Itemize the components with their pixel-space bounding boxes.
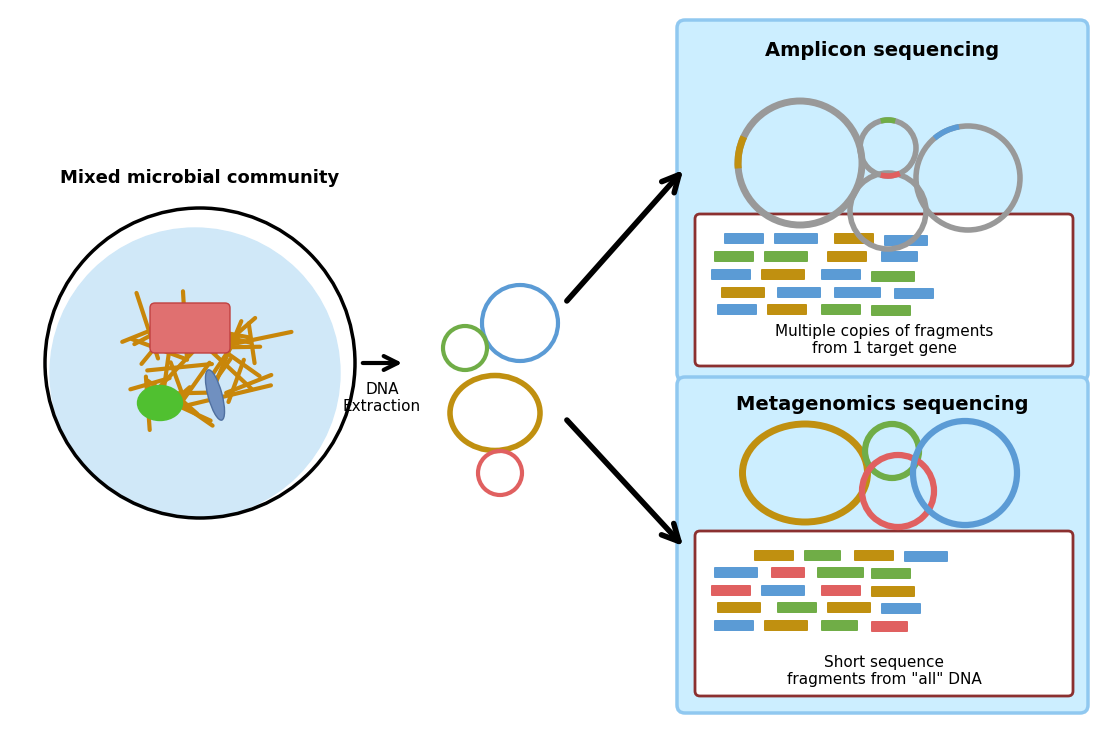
FancyBboxPatch shape [777,287,821,298]
FancyBboxPatch shape [804,550,842,561]
FancyBboxPatch shape [834,287,881,298]
FancyBboxPatch shape [761,269,805,280]
Text: Amplicon sequencing: Amplicon sequencing [764,42,999,61]
Ellipse shape [206,370,224,420]
FancyBboxPatch shape [871,586,915,597]
FancyBboxPatch shape [695,531,1072,696]
FancyBboxPatch shape [714,567,758,578]
Text: DNA
Extraction: DNA Extraction [343,382,421,414]
FancyBboxPatch shape [761,585,805,596]
FancyBboxPatch shape [767,304,807,315]
FancyBboxPatch shape [717,304,757,315]
FancyBboxPatch shape [771,567,805,578]
FancyBboxPatch shape [817,567,864,578]
FancyBboxPatch shape [724,233,764,244]
Text: Metagenomics sequencing: Metagenomics sequencing [736,396,1028,414]
FancyBboxPatch shape [821,620,858,631]
FancyBboxPatch shape [695,214,1072,366]
FancyBboxPatch shape [714,620,754,631]
FancyBboxPatch shape [894,288,934,299]
Text: Mixed microbial community: Mixed microbial community [60,169,340,187]
FancyBboxPatch shape [881,603,921,614]
FancyBboxPatch shape [764,251,808,262]
FancyBboxPatch shape [676,377,1088,713]
FancyBboxPatch shape [764,620,808,631]
FancyBboxPatch shape [714,251,754,262]
Text: Short sequence
fragments from "all" DNA: Short sequence fragments from "all" DNA [786,655,981,687]
Ellipse shape [138,386,183,421]
FancyBboxPatch shape [720,287,764,298]
FancyBboxPatch shape [871,568,911,579]
FancyBboxPatch shape [711,585,751,596]
FancyBboxPatch shape [854,550,894,561]
FancyBboxPatch shape [717,602,761,613]
FancyBboxPatch shape [711,269,751,280]
FancyBboxPatch shape [827,251,867,262]
Ellipse shape [50,228,340,518]
Text: Multiple copies of fragments
from 1 target gene: Multiple copies of fragments from 1 targ… [774,323,993,356]
FancyBboxPatch shape [774,233,818,244]
FancyBboxPatch shape [871,271,915,282]
FancyBboxPatch shape [150,303,230,353]
FancyBboxPatch shape [777,602,817,613]
FancyBboxPatch shape [821,269,861,280]
FancyBboxPatch shape [821,585,861,596]
FancyBboxPatch shape [871,305,911,316]
FancyBboxPatch shape [904,551,948,562]
FancyBboxPatch shape [676,20,1088,381]
FancyBboxPatch shape [827,602,871,613]
FancyBboxPatch shape [871,621,908,632]
FancyBboxPatch shape [821,304,861,315]
FancyBboxPatch shape [834,233,874,244]
FancyBboxPatch shape [884,235,928,246]
FancyBboxPatch shape [754,550,794,561]
FancyBboxPatch shape [881,251,918,262]
